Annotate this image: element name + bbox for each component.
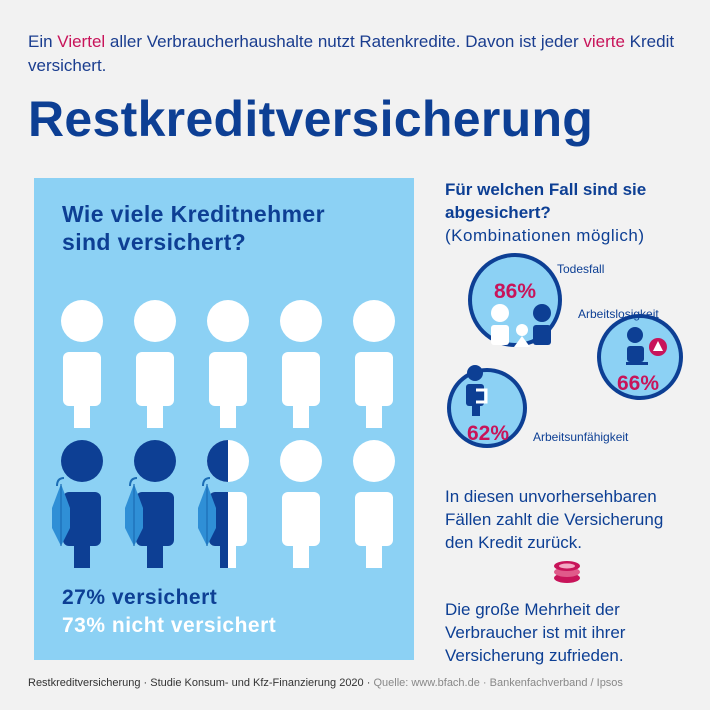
person-icon (353, 440, 395, 568)
info-paragraph-2: Die große Mehrheit der Verbraucher ist m… (445, 600, 626, 665)
stat-insured: 27% versichert (62, 586, 218, 609)
footer-text: Restkreditversicherung · Studie Konsum- … (28, 677, 374, 689)
death-value: 86% (494, 280, 536, 303)
panel-question-line-2: sind versichert? (62, 229, 247, 255)
intro-part-2: aller Verbraucherhaushalte nutzt Ratenkr… (105, 32, 584, 51)
page-title: Restkreditversicherung (28, 91, 594, 147)
person-icon (134, 300, 176, 428)
row-bottom-figures (51, 440, 395, 568)
footer: Restkreditversicherung · Studie Konsum- … (28, 677, 623, 689)
panel-question-line-1: Wie viele Kreditnehmer (62, 201, 325, 227)
row-top-figures (61, 300, 395, 428)
label-death: Todesfall (557, 262, 605, 276)
info-paragraph-1: In diesen unvorhersehbaren Fällen zahlt … (445, 487, 664, 552)
intro-text: Ein Viertel aller Verbraucherhaushalte n… (28, 30, 688, 78)
footer-source: Quelle: www.bfach.de · Bankenfachverband… (373, 677, 623, 689)
highlight-viertel: Viertel (57, 32, 106, 51)
unemployment-circle (597, 314, 683, 400)
person-icon (207, 300, 249, 428)
coverage-question-line-2: abgesichert? (445, 203, 551, 222)
unemployment-person-icon (626, 327, 667, 365)
person-icon (280, 300, 322, 428)
intro-part-1: Ein (28, 32, 58, 51)
family-icon (491, 304, 551, 347)
person-icon (280, 440, 322, 568)
coverage-note: (Kombinationen möglich) (445, 226, 645, 245)
disability-person-icon (466, 365, 488, 416)
insured-panel: Wie viele Kreditnehmer sind versichert? (34, 178, 414, 660)
coverage-question-line-1: Für welchen Fall sind sie (445, 180, 647, 199)
unemployment-value: 66% (617, 372, 659, 395)
label-disability: Arbeitsunfähigkeit (533, 430, 629, 444)
people-figures (51, 300, 395, 568)
coverage-circles: 86% 66% 62% (447, 253, 683, 448)
intro-part-3: Kredit versichert. (28, 32, 675, 75)
death-circle (468, 253, 562, 347)
label-unemployment: Arbeitslosigkeit (578, 307, 659, 321)
coins-icon (554, 561, 580, 583)
person-icon (353, 300, 395, 428)
highlight-vierte: vierte (583, 32, 625, 51)
person-icon (61, 300, 103, 428)
disability-circle (447, 365, 527, 448)
stat-not-insured: 73% nicht versichert (62, 614, 277, 637)
coverage-question: Für welchen Fall sind sie abgesichert? (… (445, 178, 646, 247)
disability-value: 62% (467, 422, 509, 445)
panel-question: Wie viele Kreditnehmer sind versichert? (62, 200, 325, 256)
